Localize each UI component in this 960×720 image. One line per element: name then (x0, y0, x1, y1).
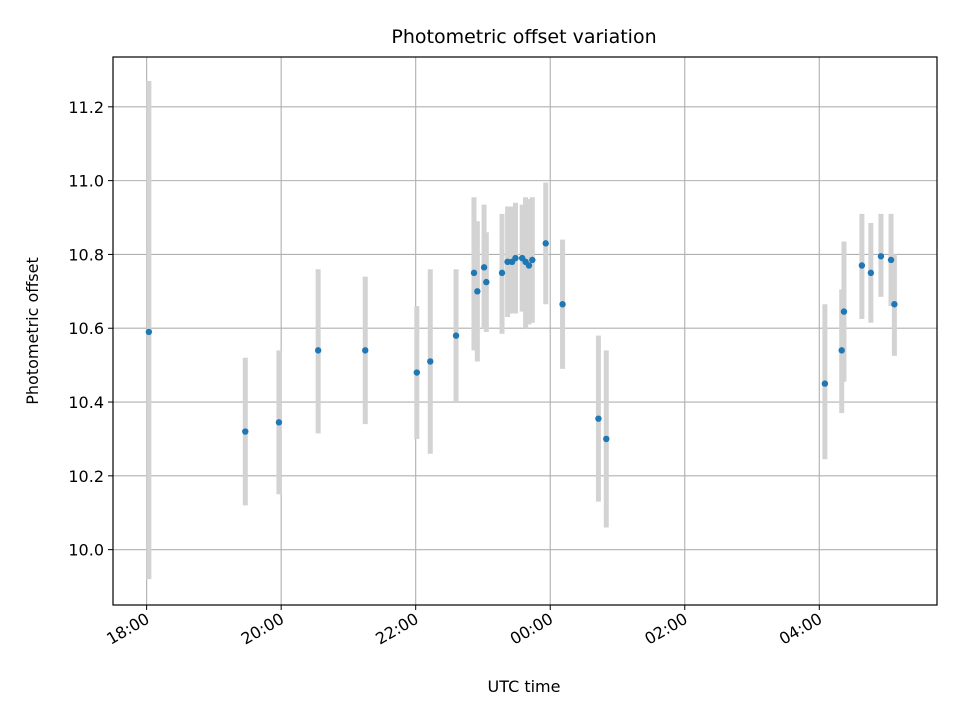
data-point (512, 254, 519, 262)
data-point (529, 256, 536, 264)
data-point (145, 328, 153, 336)
data-point (542, 240, 549, 247)
data-point (483, 278, 490, 286)
data-point (840, 308, 848, 315)
y-tick-label: 10.0 (68, 541, 104, 560)
data-point (275, 419, 283, 426)
data-point (838, 347, 845, 354)
data-point (867, 269, 875, 277)
plot-frame (112, 56, 938, 606)
data-point (474, 288, 481, 295)
y-tick-label: 11.0 (68, 172, 104, 191)
data-point (504, 258, 511, 266)
data-point (877, 253, 885, 260)
data-point (314, 347, 322, 354)
data-point (452, 332, 460, 339)
data-point (242, 428, 249, 435)
x-axis-title: UTC time (488, 677, 561, 696)
y-tick-label: 10.6 (68, 319, 104, 338)
y-tick-label: 10.2 (68, 467, 104, 486)
data-point (858, 262, 866, 269)
data-point (887, 256, 895, 264)
data-point (362, 347, 369, 354)
data-point (603, 435, 610, 443)
y-tick-label: 11.2 (68, 98, 104, 117)
data-points (145, 240, 898, 443)
y-axis-ticks: 10.0 10.2 10.4 10.6 10.8 11.0 11.2 (68, 98, 113, 560)
y-tick-label: 10.8 (68, 245, 104, 264)
data-point (427, 358, 434, 365)
data-point (480, 264, 488, 271)
data-point (559, 301, 566, 308)
data-point (821, 380, 829, 387)
data-point (595, 415, 602, 422)
data-point (498, 269, 506, 277)
y-axis-title: Photometric offset (23, 257, 42, 405)
y-tick-label: 10.4 (68, 393, 104, 412)
chart-title: Photometric offset variation (391, 26, 656, 48)
data-point (413, 369, 421, 376)
data-point (891, 301, 898, 308)
data-point (525, 262, 533, 269)
data-point (470, 269, 478, 277)
